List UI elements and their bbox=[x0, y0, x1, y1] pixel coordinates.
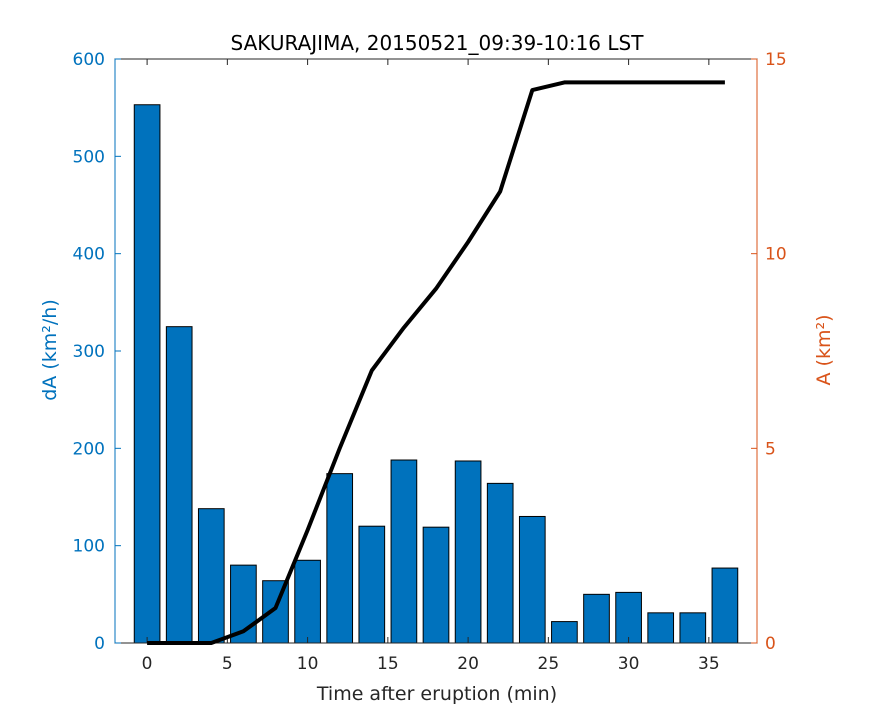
x-tick-label: 15 bbox=[377, 654, 399, 674]
x-axis: 0 5 10 15 20 25 30 35 bbox=[142, 59, 720, 674]
left-tick-label: 500 bbox=[73, 147, 105, 167]
bar-series bbox=[133, 104, 739, 644]
left-tick-label: 400 bbox=[73, 245, 105, 265]
left-y-axis: 0 100 200 300 400 500 600 bbox=[73, 50, 121, 654]
bar bbox=[422, 526, 450, 644]
bar bbox=[583, 593, 610, 644]
bar bbox=[390, 459, 418, 644]
left-y-axis-label: dA (km²/h) bbox=[39, 299, 61, 401]
left-tick-label: 0 bbox=[94, 634, 105, 654]
chart-title: SAKURAJIMA, 20150521_09:39-10:16 LST bbox=[231, 31, 645, 55]
bar bbox=[326, 473, 354, 644]
x-tick-label: 25 bbox=[538, 654, 560, 674]
bar bbox=[197, 508, 225, 644]
right-tick-label: 0 bbox=[765, 634, 776, 654]
bar bbox=[486, 482, 514, 644]
left-tick-label: 200 bbox=[73, 439, 105, 459]
x-tick-label: 0 bbox=[142, 654, 153, 674]
bar bbox=[294, 559, 321, 644]
cumulative-area-line bbox=[147, 80, 725, 645]
x-tick-label: 10 bbox=[297, 654, 319, 674]
left-tick-label: 100 bbox=[73, 537, 105, 557]
left-tick-label: 600 bbox=[73, 50, 105, 70]
right-tick-label: 15 bbox=[765, 50, 787, 70]
right-y-axis: 0 5 10 15 bbox=[751, 50, 787, 654]
bar bbox=[165, 326, 193, 644]
x-tick-label: 30 bbox=[618, 654, 640, 674]
bar bbox=[133, 104, 161, 644]
bar bbox=[518, 515, 546, 644]
x-axis-label: Time after eruption (min) bbox=[316, 683, 557, 705]
bar bbox=[454, 460, 482, 644]
bar bbox=[551, 621, 578, 644]
x-tick-label: 35 bbox=[698, 654, 720, 674]
bar bbox=[358, 525, 386, 644]
right-y-axis-label: A (km²) bbox=[813, 315, 835, 386]
right-tick-label: 10 bbox=[765, 245, 787, 265]
right-tick-label: 5 bbox=[765, 439, 776, 459]
x-tick-label: 20 bbox=[457, 654, 479, 674]
left-tick-label: 300 bbox=[73, 342, 105, 362]
x-tick-label: 5 bbox=[222, 654, 233, 674]
bar bbox=[647, 612, 675, 644]
bar bbox=[679, 612, 707, 644]
bar bbox=[711, 567, 739, 644]
bar bbox=[615, 591, 642, 644]
